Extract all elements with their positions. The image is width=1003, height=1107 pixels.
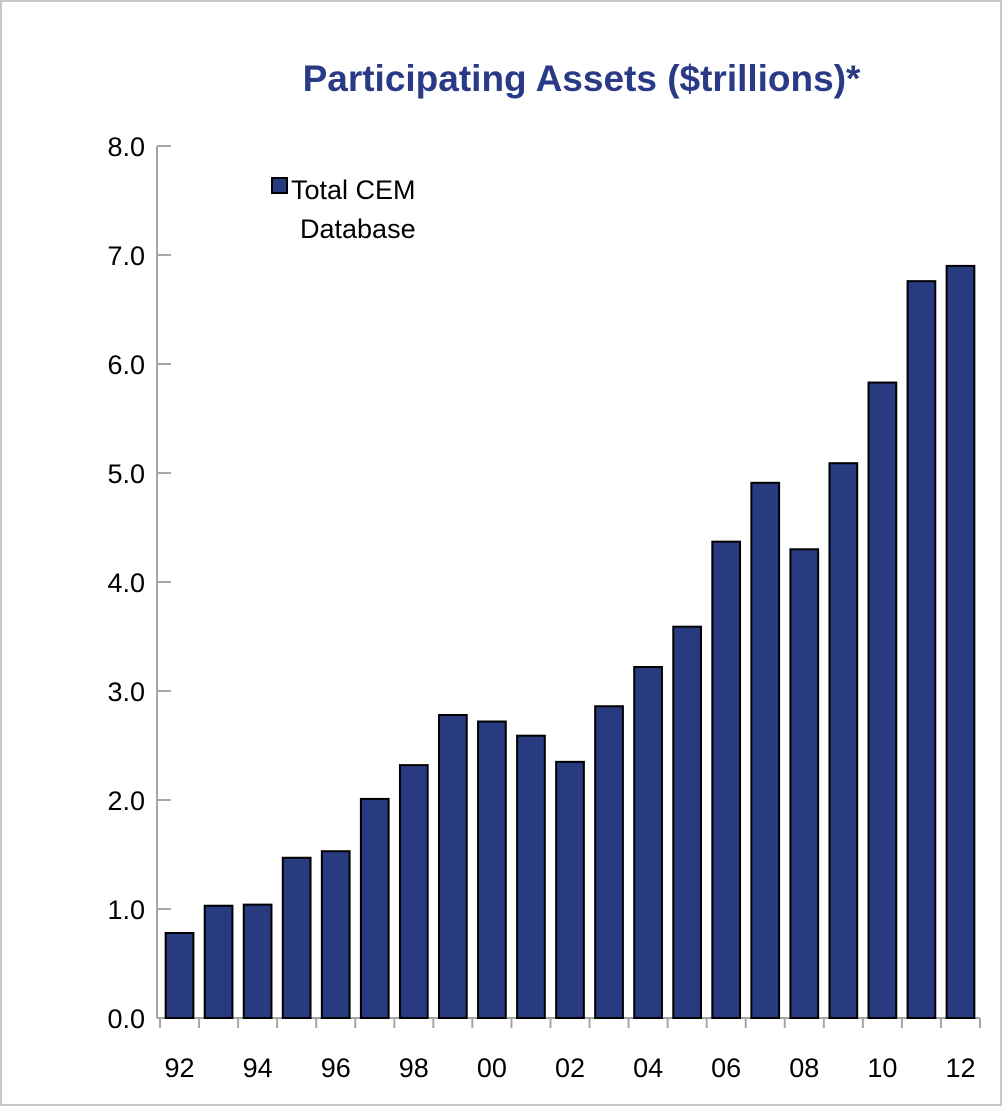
- bar-09: [828, 462, 859, 1019]
- bar-00: [477, 720, 507, 1020]
- bar-92: [164, 931, 195, 1019]
- x-tick-label: 12: [945, 1053, 975, 1083]
- x-tick-label: 02: [555, 1053, 585, 1083]
- bar-01: [516, 734, 546, 1019]
- legend-label: Total CEM: [291, 175, 416, 205]
- bar-97: [359, 797, 390, 1019]
- bar-03: [594, 705, 624, 1019]
- y-tick-label: 6.0: [107, 350, 145, 380]
- bar-93: [203, 904, 234, 1019]
- bar-05: [672, 625, 703, 1019]
- x-tick-label: 04: [633, 1053, 663, 1083]
- x-tick-label: 06: [711, 1053, 741, 1083]
- bar-02: [555, 760, 585, 1019]
- bar-98: [398, 764, 429, 1019]
- legend: Total CEM Database: [271, 175, 416, 244]
- y-tick-label: 5.0: [107, 459, 145, 489]
- bar-10: [867, 381, 898, 1019]
- x-tick-label: 08: [789, 1053, 819, 1083]
- y-tick-label: 2.0: [107, 786, 145, 816]
- x-tick-label: 92: [165, 1053, 195, 1083]
- bar-95: [281, 856, 312, 1020]
- bar-96: [320, 850, 351, 1019]
- y-axis: 0.0 1.0 2.0 3.0 4.0 5.0 6.0 7.0 8.0: [107, 132, 171, 1034]
- y-tick-label: 0.0: [107, 1004, 145, 1034]
- y-tick-label: 4.0: [107, 568, 145, 598]
- bar-06: [711, 540, 742, 1019]
- y-tick-label: 7.0: [107, 241, 145, 271]
- bar-07: [750, 481, 781, 1019]
- bar-04: [633, 666, 663, 1020]
- x-axis: 92 94 96 98 00 02 04 06 08 10 12: [157, 1017, 981, 1083]
- bar-94: [242, 903, 273, 1020]
- bar-99: [437, 713, 468, 1019]
- x-tick-label: 00: [477, 1053, 507, 1083]
- x-tick-label: 10: [867, 1053, 897, 1083]
- x-tick-label: 94: [243, 1053, 273, 1083]
- chart-title: Participating Assets ($trillions)*: [302, 58, 861, 99]
- legend-label: Database: [300, 214, 416, 244]
- legend-swatch: [271, 177, 288, 194]
- bar-12: [945, 264, 976, 1019]
- x-tick-label: 96: [321, 1053, 351, 1083]
- x-tick-label: 98: [399, 1053, 429, 1083]
- y-tick-label: 1.0: [107, 895, 145, 925]
- bar-08: [789, 548, 820, 1019]
- bar-11: [906, 280, 937, 1020]
- y-tick-label: 3.0: [107, 677, 145, 707]
- bar-series: [164, 264, 976, 1020]
- y-tick-label: 8.0: [107, 132, 145, 162]
